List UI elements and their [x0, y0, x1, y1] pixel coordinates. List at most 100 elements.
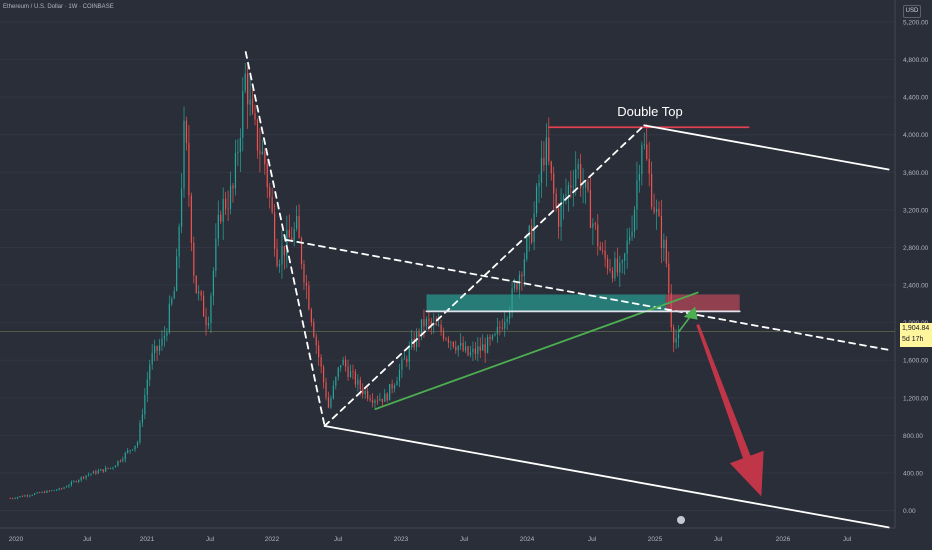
- symbol-title: Ethereum / U.S. Dollar · 1W · COINBASE: [3, 4, 114, 10]
- candle-body: [92, 471, 95, 474]
- candle-body: [548, 137, 550, 162]
- candle-body: [572, 186, 574, 188]
- currency-badge[interactable]: USD: [903, 5, 921, 18]
- candle-body: [21, 496, 24, 497]
- candle-body: [266, 164, 268, 188]
- candle-body: [154, 346, 156, 353]
- plot-area: [0, 0, 895, 528]
- event-icon: [677, 516, 685, 524]
- candle-body: [567, 185, 569, 195]
- candle-body: [484, 344, 486, 353]
- candle-body: [283, 245, 285, 256]
- candle-body: [308, 285, 310, 310]
- candle-body: [325, 382, 327, 398]
- candle-body: [327, 397, 330, 408]
- candle-body: [369, 398, 371, 401]
- x-tick-label: Jul: [460, 536, 469, 543]
- candle-body: [200, 291, 202, 296]
- candle-body: [105, 467, 107, 472]
- candle-body: [193, 242, 195, 276]
- candle-body: [359, 379, 361, 390]
- candle-body: [9, 498, 11, 500]
- candle-body: [587, 181, 589, 191]
- candle-body: [582, 187, 584, 189]
- candle-body: [303, 263, 305, 283]
- candle-body: [658, 208, 660, 216]
- candle-body: [24, 495, 26, 497]
- candle-body: [286, 230, 288, 256]
- candle-body: [56, 489, 58, 491]
- candle-body: [80, 477, 82, 481]
- y-tick-label: 3,200.00: [903, 207, 929, 214]
- candle-body: [254, 112, 256, 120]
- candle-body: [75, 481, 77, 482]
- candle-body: [136, 442, 139, 446]
- candle-body: [16, 497, 19, 499]
- candle-body: [19, 496, 21, 498]
- y-tick-label: 400.00: [903, 470, 923, 477]
- candle-body: [112, 467, 114, 469]
- candle-body: [90, 473, 92, 475]
- candle-body: [122, 459, 124, 461]
- candle-body: [237, 151, 239, 153]
- x-tick-label: 2026: [776, 536, 791, 543]
- candle-body: [60, 488, 63, 490]
- candle-body: [535, 186, 538, 214]
- double-top-label: Double Top: [617, 104, 683, 119]
- candle-body: [173, 290, 175, 299]
- candle-body: [65, 486, 68, 488]
- candle-body: [521, 274, 523, 277]
- candle-body: [506, 318, 508, 323]
- candle-body: [354, 371, 356, 385]
- candle-body: [614, 258, 616, 279]
- candle-body: [12, 498, 14, 500]
- candle-body: [594, 223, 596, 225]
- candle-body: [222, 198, 224, 222]
- price-axis: [895, 0, 932, 550]
- candle-body: [420, 319, 423, 337]
- candle-body: [663, 239, 665, 249]
- candle-body: [665, 239, 667, 264]
- y-tick-label: 0.00: [903, 508, 916, 515]
- dashed-rise: [323, 124, 646, 427]
- candle-body: [281, 245, 283, 265]
- candle-body: [389, 384, 391, 401]
- candle-body: [119, 460, 121, 462]
- candle-body: [384, 393, 386, 402]
- candle-body: [296, 216, 298, 229]
- candle-body: [171, 298, 173, 304]
- candle-body: [550, 161, 552, 174]
- candle-body: [540, 157, 543, 183]
- candle-body: [474, 348, 476, 354]
- candle-body: [14, 498, 16, 500]
- candle-body: [320, 357, 322, 367]
- candle-body: [129, 450, 131, 451]
- candle-body: [48, 490, 50, 492]
- candle-body: [655, 208, 658, 213]
- candle-body: [660, 215, 663, 249]
- candle-body: [345, 359, 347, 367]
- candle-body: [531, 226, 533, 243]
- candle-body: [127, 450, 129, 453]
- candle-body: [445, 338, 447, 340]
- lower-channel: [323, 425, 890, 529]
- candle-body: [479, 346, 481, 351]
- candle-body: [528, 226, 530, 238]
- candle-body: [239, 137, 241, 152]
- x-tick-label: Jul: [588, 536, 597, 543]
- candle-body: [580, 164, 582, 189]
- candle-body: [53, 490, 55, 492]
- candle-body: [374, 400, 376, 403]
- candle-body: [501, 327, 503, 329]
- candle-body: [398, 369, 401, 382]
- candle-body: [269, 187, 271, 197]
- candle-body: [643, 144, 645, 146]
- candle-body: [97, 470, 99, 474]
- candle-body: [161, 338, 163, 346]
- candle-body: [418, 331, 420, 337]
- candle-body: [626, 240, 628, 254]
- candle-body: [624, 253, 626, 261]
- candle-body: [538, 182, 540, 187]
- candle-body: [364, 390, 366, 395]
